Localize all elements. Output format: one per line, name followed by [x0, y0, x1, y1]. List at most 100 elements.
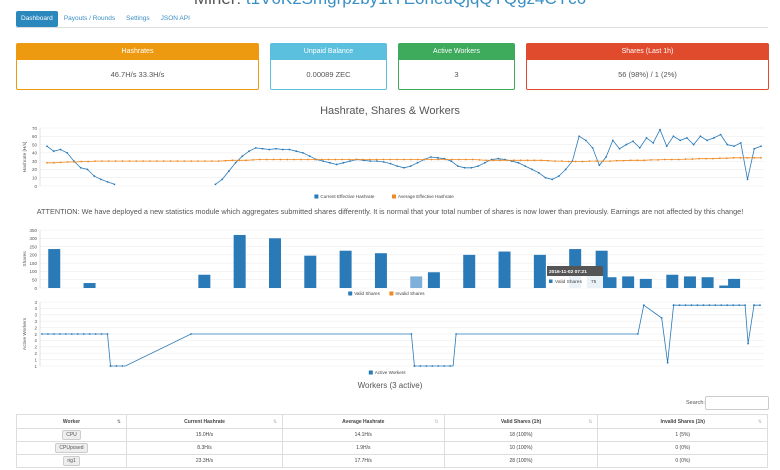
valid-shares-bar — [198, 274, 211, 288]
worker-cell: rig1 — [16, 454, 127, 468]
column-header-invalid-shares[interactable]: Invalid Shares (1h) ⇅ — [597, 414, 768, 429]
y-tick-label: 2 — [34, 332, 37, 337]
tab-dashboard[interactable]: Dashboard — [16, 11, 58, 27]
active-workers-point — [47, 333, 49, 335]
tabs-divider — [16, 27, 768, 28]
tooltip-title: 2016-11-02 07:21 — [549, 269, 587, 275]
tab-payouts-rounds[interactable]: Payouts / Rounds — [63, 15, 116, 22]
y-tick-label: 30 — [32, 159, 38, 164]
column-header-current-hashrate[interactable]: Current Hashrate ⇅ — [125, 414, 284, 429]
active-workers-point — [410, 333, 413, 335]
active-workers-point — [747, 342, 749, 345]
active-workers-point — [58, 333, 61, 335]
column-header-average-hashrate[interactable]: Average Hashrate ⇅ — [282, 414, 445, 429]
active-workers-point — [76, 333, 79, 335]
shares-chart: 0 50 100 150 200 250 300 350 Shares 2016-11-02 07… — [22, 228, 764, 296]
valid-shares-bar — [639, 278, 652, 288]
active-workers-point — [744, 304, 747, 307]
valid-shares-bar — [463, 254, 476, 288]
active-workers-point — [82, 333, 85, 335]
legend-swatch — [368, 370, 373, 375]
hashrates-panel-value: 46.7H/s 33.3H/s — [110, 70, 165, 79]
y-tick-label: 3 — [34, 300, 37, 305]
y-tick-label: 300 — [29, 236, 37, 241]
active-workers-point — [738, 304, 741, 307]
unpaid-balance-value: 0.00089 ZEC — [306, 70, 351, 79]
highlighted-bar — [410, 276, 423, 288]
sort-icon: ⇅ — [757, 418, 762, 425]
worker-name-badge[interactable]: CPUposed — [55, 443, 88, 453]
legend-swatch — [314, 194, 319, 199]
active-workers-point — [419, 365, 422, 367]
shares-panel: Shares (Last 1h) 56 (98%) / 1 (2%) — [526, 43, 769, 90]
workers-table-title: Workers (3 active) — [357, 381, 423, 390]
valid-shares-bar — [268, 238, 281, 288]
search-label: Search: — [686, 400, 705, 406]
y-tick-label: 2 — [34, 351, 37, 356]
hashrates-panel-title: Hashrates — [17, 44, 258, 60]
y-tick-label: 2 — [34, 338, 37, 343]
y-tick-label: 2 — [34, 325, 37, 330]
active-workers-point — [64, 333, 67, 335]
active-workers-panel: Active Workers 3 — [398, 43, 515, 90]
legend-label: Invalid Shares — [395, 291, 425, 296]
valid-shares-bar — [498, 251, 511, 288]
y-tick-label: 100 — [29, 269, 37, 274]
y-tick-label: 3 — [34, 306, 37, 311]
charts-title: Hashrate, Shares & Workers — [320, 105, 460, 117]
active-workers-point — [431, 365, 434, 367]
worker-name-badge[interactable]: rig1 — [63, 456, 80, 466]
miner-prefix: Miner: — [194, 0, 241, 8]
table-row: rig1 23.3H/s 17.7H/s 28 (100%) 0 (0%) — [16, 454, 768, 468]
active-workers-point — [759, 304, 761, 307]
y-tick-label: 70 — [32, 126, 38, 131]
y-tick-label: 1 — [34, 357, 37, 362]
active-workers-point — [672, 304, 675, 307]
y-tick-label: 0 — [34, 184, 37, 189]
y-tick-label: 350 — [29, 228, 37, 233]
worker-name-badge[interactable]: CPU — [62, 430, 81, 440]
legend-swatch — [389, 291, 394, 296]
active-workers-point — [109, 365, 112, 367]
table-header-row: Worker ⇅ Current Hashrate ⇅ Average Hashra… — [16, 414, 768, 429]
active-workers-point — [53, 333, 55, 335]
y-tick-label: 3 — [34, 319, 37, 324]
invalid-shares-cell: 1 (5%) — [597, 428, 768, 442]
active-workers-point — [41, 333, 43, 335]
valid-shares-bar — [728, 278, 741, 288]
invalid-shares-cell: 0 (0%) — [597, 441, 768, 455]
active-workers-point — [115, 365, 118, 367]
legend-label: Active Workers — [375, 370, 407, 375]
search-input[interactable] — [705, 396, 769, 410]
valid-shares-bar — [48, 249, 61, 288]
active-workers-point — [636, 333, 639, 335]
tooltip-value: 75 — [591, 279, 597, 285]
active-workers-point — [121, 365, 124, 367]
valid-shares-bar — [701, 277, 714, 288]
active-workers-point — [449, 365, 452, 367]
legend-label: Valid Shares — [354, 291, 380, 296]
tab-json-api[interactable]: JSON API — [160, 15, 190, 22]
page-title: Miner: t1V6K2Smgrpzby1tYEoneuQjqQYQgz4CY… — [0, 0, 780, 9]
active-workers-point — [455, 333, 458, 335]
active-workers-point — [702, 304, 705, 307]
statistics-notice: ATTENTION: We have deployed a new statis… — [36, 207, 744, 216]
tab-settings[interactable]: Settings — [126, 15, 150, 22]
active-workers-point — [70, 333, 73, 335]
active-workers-point — [666, 361, 669, 364]
valid-shares-bar — [83, 283, 96, 288]
y-tick-label: 200 — [29, 253, 37, 258]
active-workers-point — [100, 333, 103, 335]
average-hashrate-cell: 14.1H/s — [282, 428, 445, 442]
active-workers-point — [714, 304, 717, 307]
y-tick-label: 50 — [32, 142, 38, 147]
active-workers-point — [413, 365, 416, 367]
column-header-worker[interactable]: Worker ⇅ — [16, 414, 127, 429]
valid-shares-bar — [304, 255, 317, 288]
column-header-valid-shares[interactable]: Valid Shares (1h) ⇅ — [443, 414, 599, 429]
invalid-shares-cell: 0 (0%) — [597, 454, 768, 468]
y-tick-label: 0 — [34, 286, 37, 291]
sort-asc-icon: ⇅ — [116, 418, 121, 425]
average-hashrate-cell: 17.7H/s — [282, 454, 445, 468]
unpaid-balance-title: Unpaid Balance — [271, 44, 386, 60]
